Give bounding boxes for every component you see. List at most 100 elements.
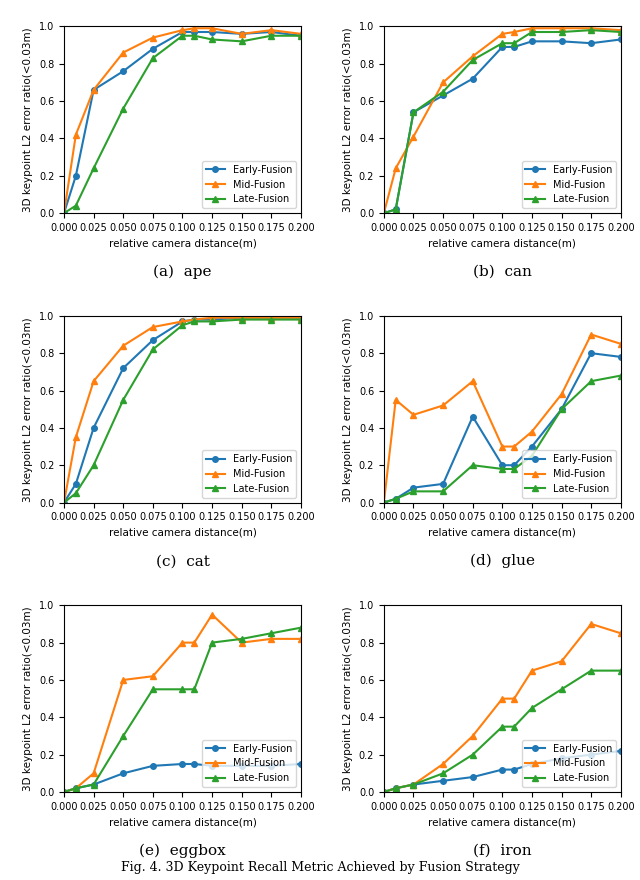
Early-Fusion [120,363,127,373]
Early-Fusion [469,73,477,84]
Late-Fusion [90,780,97,790]
Late-Fusion [149,344,157,355]
Mid-Fusion [557,656,565,666]
X-axis label: relative camera distance(m): relative camera distance(m) [428,818,576,827]
Mid-Fusion [439,400,447,411]
Late-Fusion [439,768,447,779]
Early-Fusion [149,43,157,54]
Early-Fusion [380,208,388,218]
Late-Fusion [297,31,305,41]
X-axis label: relative camera distance(m): relative camera distance(m) [428,528,576,538]
Late-Fusion [557,684,565,694]
X-axis label: relative camera distance(m): relative camera distance(m) [109,818,257,827]
Legend: Early-Fusion, Mid-Fusion, Late-Fusion: Early-Fusion, Mid-Fusion, Late-Fusion [522,161,616,209]
Late-Fusion [268,31,275,41]
Mid-Fusion [268,634,275,644]
Mid-Fusion [208,23,216,33]
Mid-Fusion [297,28,305,39]
Mid-Fusion [149,33,157,43]
Late-Fusion [380,787,388,797]
Early-Fusion [149,334,157,345]
Mid-Fusion [191,23,198,33]
Early-Fusion [120,66,127,77]
Line: Late-Fusion: Late-Fusion [381,373,623,505]
Mid-Fusion [268,25,275,35]
Early-Fusion [528,759,536,769]
Early-Fusion [380,787,388,797]
Late-Fusion [149,684,157,694]
Early-Fusion [439,775,447,786]
Line: Early-Fusion: Early-Fusion [61,315,304,505]
Early-Fusion [557,753,565,764]
Mid-Fusion [439,759,447,769]
Mid-Fusion [392,394,399,405]
Late-Fusion [510,464,518,474]
Early-Fusion [588,348,595,358]
Mid-Fusion [510,26,518,37]
Mid-Fusion [90,376,97,386]
Late-Fusion [499,38,506,48]
Early-Fusion [392,783,399,794]
Early-Fusion [191,26,198,37]
Late-Fusion [179,320,186,331]
Late-Fusion [179,684,186,694]
Late-Fusion [120,730,127,741]
Mid-Fusion [469,376,477,386]
Late-Fusion [90,163,97,173]
Late-Fusion [191,684,198,694]
Late-Fusion [588,376,595,386]
Mid-Fusion [297,634,305,644]
Early-Fusion [557,404,565,414]
Late-Fusion [90,460,97,471]
Mid-Fusion [297,312,305,323]
Late-Fusion [617,665,625,676]
Title: (a)  ape: (a) ape [153,264,212,279]
Early-Fusion [72,783,80,794]
Mid-Fusion [410,409,417,420]
Mid-Fusion [179,637,186,648]
Early-Fusion [617,745,625,756]
Late-Fusion [268,314,275,325]
Early-Fusion [439,91,447,101]
Late-Fusion [588,665,595,676]
Title: (e)  eggbox: (e) eggbox [139,843,226,858]
Early-Fusion [297,759,305,769]
Line: Early-Fusion: Early-Fusion [381,748,623,795]
Early-Fusion [392,494,399,504]
Late-Fusion [238,314,246,325]
Late-Fusion [60,497,68,508]
Early-Fusion [60,208,68,218]
Late-Fusion [191,316,198,326]
Title: (d)  glue: (d) glue [470,554,535,568]
Mid-Fusion [588,23,595,33]
Mid-Fusion [392,783,399,794]
Early-Fusion [588,38,595,48]
Early-Fusion [179,26,186,37]
Early-Fusion [268,760,275,771]
Mid-Fusion [149,671,157,681]
Mid-Fusion [90,84,97,95]
Late-Fusion [392,494,399,504]
Mid-Fusion [191,637,198,648]
Mid-Fusion [588,619,595,629]
Mid-Fusion [238,637,246,648]
Mid-Fusion [499,693,506,704]
Early-Fusion [90,84,97,95]
Mid-Fusion [380,208,388,218]
Line: Early-Fusion: Early-Fusion [381,350,623,505]
Late-Fusion [469,750,477,760]
Line: Early-Fusion: Early-Fusion [61,761,304,795]
Early-Fusion [208,314,216,325]
X-axis label: relative camera distance(m): relative camera distance(m) [109,528,257,538]
Early-Fusion [90,422,97,433]
Mid-Fusion [469,730,477,741]
Mid-Fusion [120,341,127,351]
Early-Fusion [380,497,388,508]
Y-axis label: 3D keypoint L2 error ratio(<0.03m): 3D keypoint L2 error ratio(<0.03m) [343,606,353,791]
Early-Fusion [179,316,186,326]
Late-Fusion [60,787,68,797]
Early-Fusion [208,760,216,771]
Early-Fusion [60,787,68,797]
Late-Fusion [557,26,565,37]
Mid-Fusion [617,628,625,639]
